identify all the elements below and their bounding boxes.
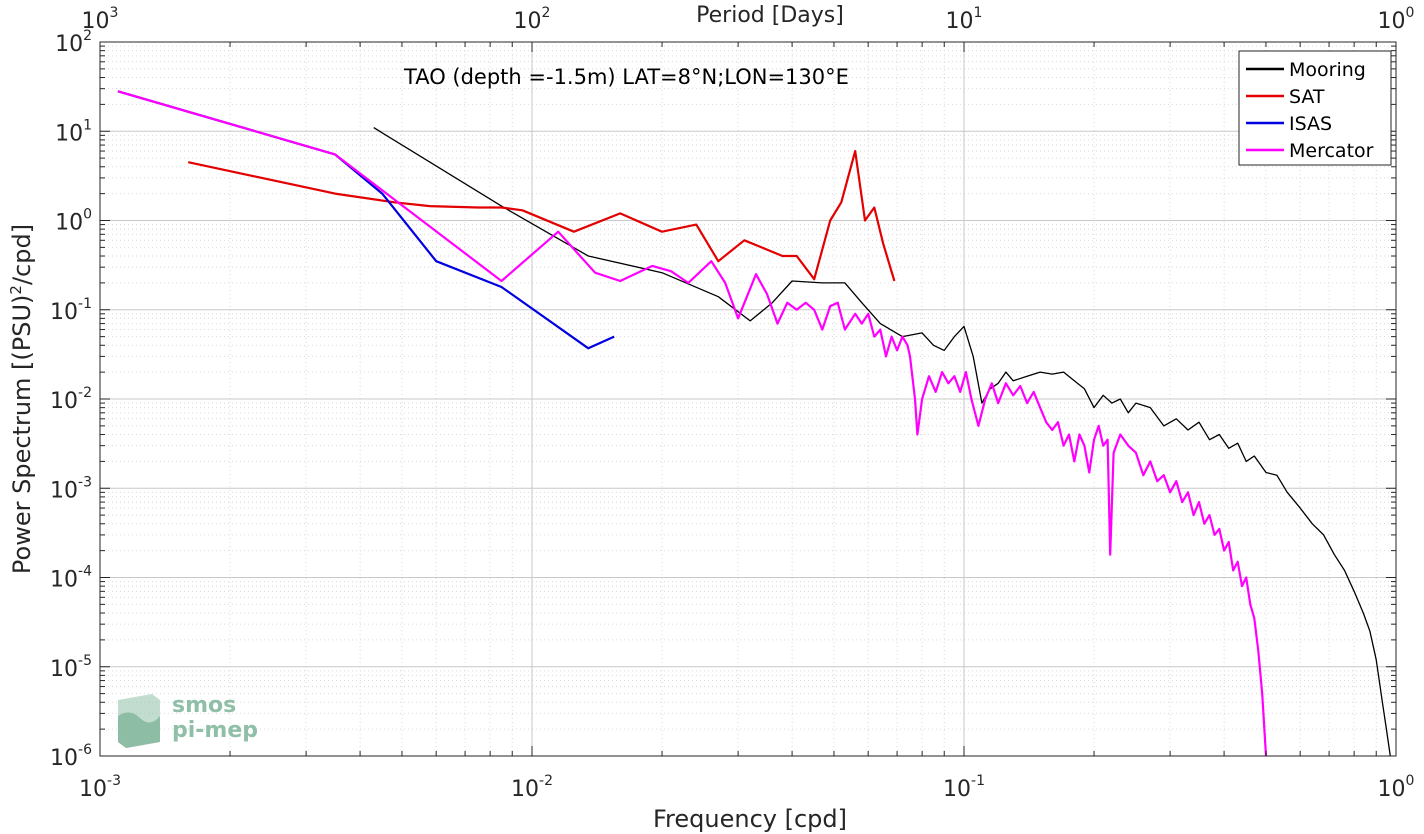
smos-logo: smos pi-mep [118,693,258,748]
logo-text-pimep: pi-mep [172,718,258,743]
top-tick-label-base: 10 [1378,9,1406,34]
x-tick-label-exp: 0 [1406,773,1415,789]
y-tick-label: 10-3 [50,474,92,503]
top-tick-label: 103 [82,5,119,34]
y-tick-label-exp: 1 [83,117,92,133]
top-axis-title: Period [Days] [696,3,844,28]
y-tick-label-base: 10 [50,568,78,593]
top-tick-label: 102 [514,5,551,34]
legend-items: Mooring SAT ISAS Mercator [1246,59,1374,162]
x-tick-label-base: 10 [79,777,107,802]
y-tick-label: 10-6 [50,742,92,771]
y-tick-label-exp: -4 [78,564,92,580]
y-tick-label-base: 10 [50,478,78,503]
y-tick-label: 101 [55,117,92,146]
legend-label-sat: SAT [1289,86,1325,108]
y-tick-label-exp: -2 [78,385,92,401]
chart-title: TAO (depth =-1.5m) LAT=8°N;LON=130°E [403,65,849,89]
x-tick-label-base: 10 [1378,777,1406,802]
y-tick-label: 10-2 [50,385,92,414]
x-tick-label: 10-1 [943,773,985,802]
x-tick-label: 10-2 [511,773,553,802]
y-tick-label-base: 10 [55,121,83,146]
series-line-sat [187,150,896,282]
y-axis-title: Power Spectrum [(PSU)2/cpd] [7,224,36,574]
x-tick-label-base: 10 [943,777,971,802]
y-tick-label-exp: -5 [78,653,92,669]
legend-label-mooring: Mooring [1289,59,1366,81]
legend-label-isas: ISAS [1289,113,1332,135]
x-tick-label-exp: -1 [971,773,985,789]
y-tick-label-exp: -1 [78,296,92,312]
top-tick-label-exp: 2 [542,5,551,21]
top-tick-label-base: 10 [82,9,110,34]
x-tick-label: 10-3 [79,773,121,802]
y-axis-title-end: /cpd] [8,224,36,285]
legend: Mooring SAT ISAS Mercator [1238,50,1392,166]
series-layer [117,90,1391,757]
y-tick-label-base: 10 [50,300,78,325]
y-tick-label: 10-5 [50,653,92,682]
y-tick-label: 10-1 [50,296,92,325]
y-tick-label-exp: -6 [78,742,92,758]
series-line-mercator [117,90,1268,757]
y-tick-label: 100 [55,207,92,236]
y-tick-label: 102 [55,28,92,57]
y-tick-label-base: 10 [50,389,78,414]
top-tick-label-exp: 3 [110,5,119,21]
y-tick-label: 10-4 [50,564,92,593]
x-axis-title: Frequency [cpd] [653,805,847,833]
top-tick-label: 101 [946,5,983,34]
x-tick-label-exp: -3 [107,773,121,789]
tick-marks [99,41,1397,757]
top-tick-label-exp: 1 [974,5,983,21]
y-tick-label-base: 10 [50,657,78,682]
y-axis-title-sup: 2 [7,285,25,295]
series-line-mooring [373,127,1391,757]
top-tick-label-base: 10 [514,9,542,34]
top-tick-label-exp: 0 [1406,5,1415,21]
y-tick-label-base: 10 [55,211,83,236]
y-tick-label-exp: 0 [83,207,92,223]
x-tick-label: 100 [1378,773,1415,802]
x-tick-label-exp: -2 [539,773,553,789]
legend-label-mercator: Mercator [1289,140,1374,162]
y-tick-label-base: 10 [50,746,78,771]
y-tick-label-exp: 2 [83,28,92,44]
top-tick-label: 100 [1378,5,1415,34]
top-tick-labels: 103 102 101 100 [82,5,1415,34]
x-tick-labels: 10-3 10-2 10-1 100 [79,773,1414,802]
y-tick-label-base: 10 [55,32,83,57]
y-axis-title-main: Power Spectrum [(PSU) [8,295,36,574]
y-tick-label-exp: -3 [78,474,92,490]
logo-icon-wave [118,712,160,748]
logo-text-smos: smos [172,693,236,718]
x-tick-label-base: 10 [511,777,539,802]
top-tick-label-base: 10 [946,9,974,34]
